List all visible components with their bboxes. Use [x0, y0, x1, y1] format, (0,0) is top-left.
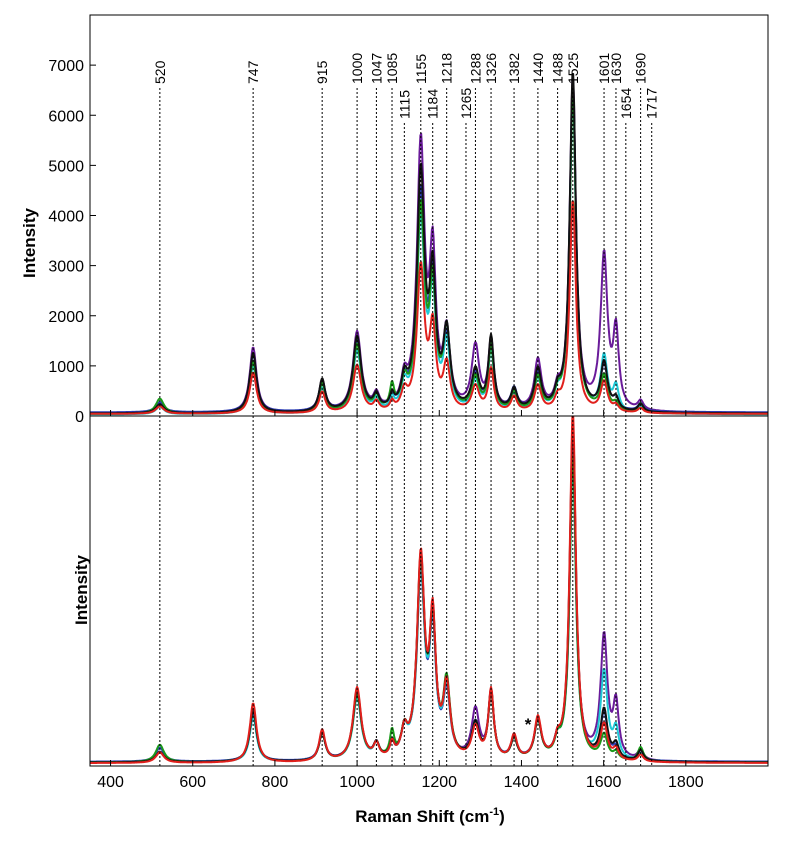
annotation-asterisk: * [525, 715, 532, 734]
bottom-plot-frame [89, 415, 769, 767]
peak-label-747: 747 [245, 60, 261, 84]
peak-label-1218: 1218 [439, 53, 455, 84]
bottom-spectrum-3 [90, 464, 768, 764]
peak-label-1085: 1085 [384, 53, 400, 84]
peak-label-1326: 1326 [483, 53, 499, 84]
bottom-spectra-panel [90, 416, 768, 764]
peak-label-1265: 1265 [458, 88, 474, 119]
top-spectrum-1 [90, 77, 768, 414]
peak-label-1288: 1288 [467, 53, 483, 84]
bottom-y-axis-title: Intensity [72, 555, 91, 625]
bottom-spectrum-4 [90, 454, 768, 764]
bottom-spectrum-5 [90, 426, 768, 764]
peak-label-1654: 1654 [618, 88, 634, 119]
top-y-axis-title: Intensity [20, 208, 39, 278]
y-tick-label-7000: 7000 [48, 58, 84, 75]
peak-label-520: 520 [152, 60, 168, 84]
x-axis-title: Raman Shift (cm-1) [355, 806, 505, 826]
x-tick-label-1400: 1400 [504, 774, 540, 791]
y-tick-label-6000: 6000 [48, 108, 84, 125]
x-tick-label-1600: 1600 [586, 774, 622, 791]
peak-label-1488: 1488 [550, 53, 566, 84]
peak-label-1525: 1525 [565, 53, 581, 84]
y-tick-label-3000: 3000 [48, 259, 84, 276]
y-tick-label-0: 0 [75, 409, 84, 426]
peak-label-1690: 1690 [633, 53, 649, 84]
y-tick-label-1000: 1000 [48, 359, 84, 376]
peak-label-1382: 1382 [506, 53, 522, 84]
peak-label-1440: 1440 [530, 53, 546, 84]
y-tick-label-2000: 2000 [48, 309, 84, 326]
top-spectrum-6 [90, 200, 768, 415]
bottom-spectrum-2 [90, 447, 768, 763]
panel-frames: 0 1000 2000 3000 4000 5000 6000 7000 400 600 800 10… [48, 14, 769, 791]
top-spectrum-3 [90, 93, 768, 416]
x-tick-label-600: 600 [179, 774, 206, 791]
x-tick-label-1000: 1000 [339, 774, 375, 791]
bottom-spectrum-6 [90, 416, 768, 764]
top-spectrum-4 [90, 91, 768, 415]
x-tick-label-400: 400 [97, 774, 124, 791]
peak-label-1155: 1155 [413, 54, 429, 84]
bottom-spectrum-1 [90, 435, 768, 764]
x-axis-title-main: Raman Shift (cm [355, 807, 489, 826]
peak-label-1115: 1115 [396, 90, 412, 119]
peak-label-915: 915 [314, 60, 330, 84]
peak-label-1630: 1630 [608, 53, 624, 84]
top-spectrum-2 [90, 87, 768, 414]
peak-label-1184: 1184 [425, 89, 441, 119]
peak-label-1717: 1717 [644, 88, 660, 119]
top-spectrum-5 [90, 72, 768, 415]
y-tick-label-5000: 5000 [48, 158, 84, 175]
x-tick-label-1800: 1800 [668, 774, 704, 791]
y-tick-label-4000: 4000 [48, 209, 84, 226]
peak-label-1000: 1000 [349, 53, 365, 84]
top-spectra-panel [90, 72, 768, 416]
x-axis-title-end: ) [499, 807, 505, 826]
peak-label-1601: 1601 [596, 53, 612, 84]
peak-label-1047: 1047 [368, 53, 384, 84]
x-axis-title-superscript: -1 [489, 806, 499, 818]
x-tick-label-1200: 1200 [421, 774, 457, 791]
top-plot-frame [89, 14, 769, 417]
x-tick-label-800: 800 [262, 774, 289, 791]
